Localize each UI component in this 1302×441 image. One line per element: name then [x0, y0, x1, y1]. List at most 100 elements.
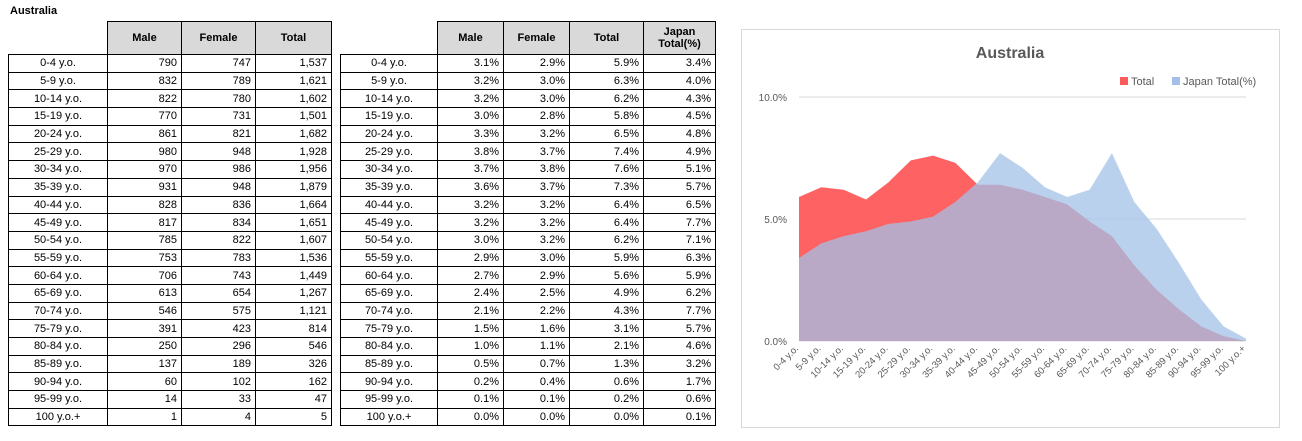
table-row: 0-4 y.o. 790 747 1,537: [8, 54, 332, 73]
table-row: 55-59 y.o. 753 783 1,536: [8, 248, 332, 268]
table-row: 50-54 y.o. 785 822 1,607: [8, 230, 332, 250]
table-cell: 2.1%: [437, 301, 504, 321]
table-cell: 790: [107, 54, 182, 73]
table-cell: 3.0%: [503, 71, 570, 91]
column-header: Male: [107, 21, 182, 55]
header-blank: [340, 21, 438, 55]
header-blank: [8, 21, 108, 55]
table-cell: 4.5%: [643, 107, 716, 126]
table-cell: 2.5%: [503, 283, 570, 303]
table-cell: 1.0%: [437, 337, 504, 356]
table-cell: 828: [107, 195, 182, 215]
table-cell: 4.0%: [643, 71, 716, 91]
table-cell: 0.6%: [643, 390, 716, 409]
table-row: 70-74 y.o. 2.1% 2.2% 4.3% 7.7%: [340, 301, 716, 321]
table-row: 45-49 y.o. 817 834 1,651: [8, 213, 332, 232]
row-label: 95-99 y.o.: [340, 390, 438, 409]
row-label: 45-49 y.o.: [340, 213, 438, 232]
row-label: 30-34 y.o.: [340, 160, 438, 179]
table-cell: 0.0%: [503, 407, 570, 427]
row-label: 5-9 y.o.: [8, 71, 108, 91]
legend-swatch: [1120, 77, 1128, 85]
row-label: 55-59 y.o.: [340, 248, 438, 268]
table-cell: 3.2%: [437, 213, 504, 232]
table-cell: 5.9%: [569, 248, 644, 268]
table-cell: 814: [255, 319, 332, 338]
table-row: 70-74 y.o. 546 575 1,121: [8, 301, 332, 321]
table-cell: 822: [181, 230, 256, 250]
table-cell: 6.3%: [643, 248, 716, 268]
table-cell: 2.4%: [437, 283, 504, 303]
table-row: 10-14 y.o. 3.2% 3.0% 6.2% 4.3%: [340, 89, 716, 109]
table-row: 90-94 y.o. 60 102 162: [8, 372, 332, 392]
table-cell: 821: [181, 124, 256, 144]
legend-label: Japan Total(%): [1183, 76, 1256, 88]
table-row: 15-19 y.o. 770 731 1,501: [8, 107, 332, 126]
table-cell: 60: [107, 372, 182, 392]
table-cell: 3.1%: [569, 319, 644, 338]
table-row: 30-34 y.o. 970 986 1,956: [8, 160, 332, 179]
table-cell: 546: [107, 301, 182, 321]
table-row: 55-59 y.o. 2.9% 3.0% 5.9% 6.3%: [340, 248, 716, 268]
table-cell: 931: [107, 177, 182, 197]
table-cell: 613: [107, 283, 182, 303]
row-label: 100 y.o.+: [8, 407, 108, 427]
table-cell: 5.8%: [569, 107, 644, 126]
table-row: 100 y.o.+ 0.0% 0.0% 0.0% 0.1%: [340, 407, 716, 427]
table-cell: 3.0%: [503, 248, 570, 268]
table-cell: 3.7%: [503, 142, 570, 162]
table-cell: 980: [107, 142, 182, 162]
table-cell: 3.6%: [437, 177, 504, 197]
chart-area: Australia 0.0% 5.0% 10.0% 0-4 y.o. 5-9 y.o. 10…: [741, 29, 1280, 428]
table-cell: 836: [181, 195, 256, 215]
row-label: 50-54 y.o.: [8, 230, 108, 250]
table-cell: 6.3%: [569, 71, 644, 91]
table-cell: 834: [181, 213, 256, 232]
table-cell: 5.6%: [569, 266, 644, 285]
table-cell: 5.9%: [643, 266, 716, 285]
table-cell: 102: [181, 372, 256, 392]
table-cell: 296: [181, 337, 256, 356]
table-cell: 162: [255, 372, 332, 392]
row-label: 75-79 y.o.: [340, 319, 438, 338]
y-tick-label: 10.0%: [759, 93, 787, 104]
counts-table: Male Female Total 0-4 y.o. 790 747 1,537 5-9 y…: [8, 21, 332, 427]
table-row: 60-64 y.o. 2.7% 2.9% 5.6% 5.9%: [340, 266, 716, 285]
table-row: 5-9 y.o. 832 789 1,621: [8, 71, 332, 91]
table-row: 60-64 y.o. 706 743 1,449: [8, 266, 332, 285]
row-label: 50-54 y.o.: [340, 230, 438, 250]
row-label: 5-9 y.o.: [340, 71, 438, 91]
table-cell: 832: [107, 71, 182, 91]
table-cell: 948: [181, 177, 256, 197]
table-cell: 1: [107, 407, 182, 427]
table-cell: 7.3%: [569, 177, 644, 197]
table-cell: 5: [255, 407, 332, 427]
table-cell: 2.1%: [569, 337, 644, 356]
table-cell: 5.7%: [643, 177, 716, 197]
table-cell: 6.2%: [569, 230, 644, 250]
table-row: 25-29 y.o. 980 948 1,928: [8, 142, 332, 162]
table-cell: 4.3%: [643, 89, 716, 109]
table-row: 25-29 y.o. 3.8% 3.7% 7.4% 4.9%: [340, 142, 716, 162]
table-cell: 3.8%: [503, 160, 570, 179]
table-cell: 1.7%: [643, 372, 716, 392]
table-row: 80-84 y.o. 1.0% 1.1% 2.1% 4.6%: [340, 337, 716, 356]
table-cell: 3.2%: [503, 213, 570, 232]
table-cell: 391: [107, 319, 182, 338]
table-cell: 970: [107, 160, 182, 179]
table-cell: 2.8%: [503, 107, 570, 126]
area-series-japan-total: [799, 153, 1246, 341]
row-label: 85-89 y.o.: [8, 354, 108, 374]
table-row: 45-49 y.o. 3.2% 3.2% 6.4% 7.7%: [340, 213, 716, 232]
table-cell: 0.0%: [437, 407, 504, 427]
table-cell: 1,121: [255, 301, 332, 321]
table-cell: 7.4%: [569, 142, 644, 162]
legend-swatch: [1172, 77, 1180, 85]
table-cell: 3.2%: [437, 71, 504, 91]
table-row: 75-79 y.o. 391 423 814: [8, 319, 332, 338]
table-cell: 326: [255, 354, 332, 374]
table-cell: 1,536: [255, 248, 332, 268]
table-cell: 0.0%: [569, 407, 644, 427]
table-row: 20-24 y.o. 3.3% 3.2% 6.5% 4.8%: [340, 124, 716, 144]
